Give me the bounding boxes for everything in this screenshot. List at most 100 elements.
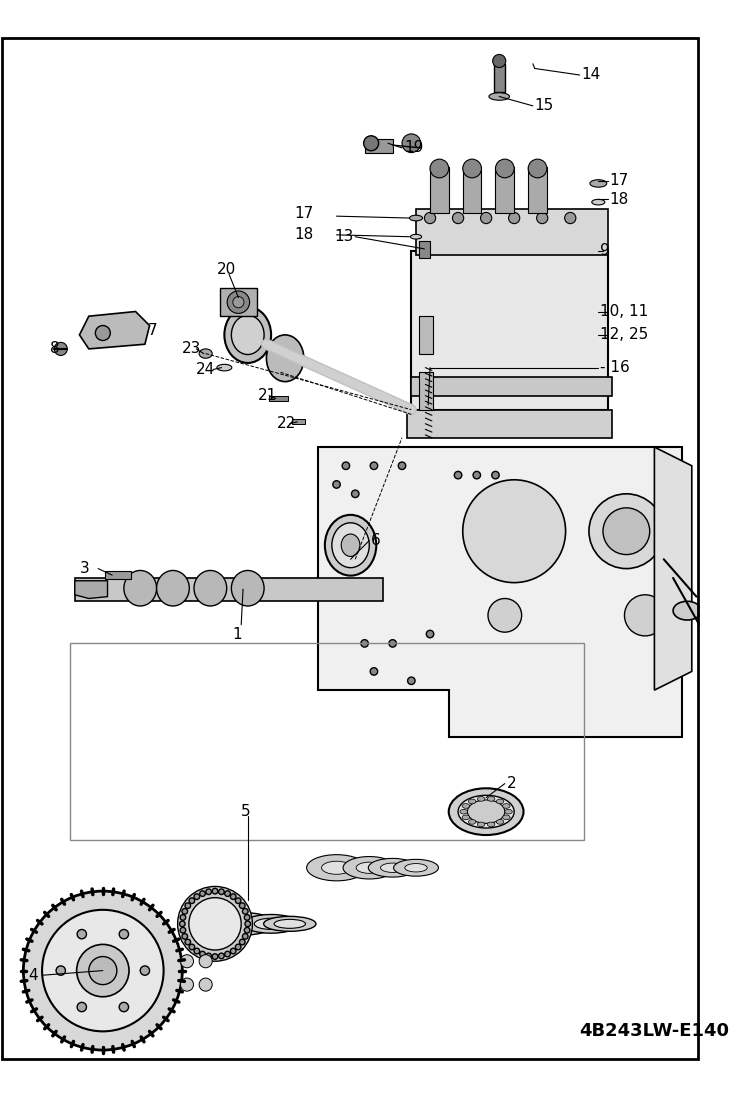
Circle shape: [77, 1003, 86, 1011]
Circle shape: [180, 927, 186, 934]
Ellipse shape: [194, 570, 227, 606]
Ellipse shape: [157, 570, 189, 606]
Circle shape: [364, 136, 378, 150]
Circle shape: [200, 951, 205, 957]
Circle shape: [56, 966, 65, 975]
Ellipse shape: [462, 815, 470, 819]
Ellipse shape: [489, 93, 509, 100]
Circle shape: [243, 934, 248, 939]
Text: 6: 6: [372, 533, 381, 548]
Ellipse shape: [404, 863, 427, 872]
Circle shape: [463, 159, 482, 178]
Circle shape: [240, 939, 245, 945]
Circle shape: [492, 472, 500, 479]
Circle shape: [185, 903, 190, 908]
Circle shape: [189, 897, 241, 950]
Ellipse shape: [124, 570, 157, 606]
Text: 15: 15: [535, 99, 554, 113]
Bar: [419, 241, 430, 258]
Circle shape: [23, 891, 182, 1050]
Ellipse shape: [267, 335, 304, 382]
Circle shape: [181, 954, 193, 968]
Circle shape: [426, 631, 434, 637]
Circle shape: [206, 889, 211, 894]
Circle shape: [225, 891, 231, 896]
Ellipse shape: [199, 349, 212, 359]
Text: 13: 13: [335, 229, 354, 245]
Circle shape: [180, 915, 186, 920]
Text: 5: 5: [241, 804, 251, 819]
Bar: [411, 251, 607, 409]
Ellipse shape: [410, 215, 422, 220]
Ellipse shape: [410, 235, 422, 239]
Circle shape: [189, 898, 195, 904]
Bar: [407, 409, 613, 438]
Circle shape: [528, 159, 547, 178]
Circle shape: [536, 213, 548, 224]
Ellipse shape: [342, 534, 360, 556]
Circle shape: [425, 213, 436, 224]
Ellipse shape: [503, 804, 510, 808]
Circle shape: [603, 508, 649, 555]
Ellipse shape: [468, 799, 476, 804]
Text: 4B243LW-E140: 4B243LW-E140: [580, 1022, 730, 1040]
Circle shape: [194, 948, 200, 954]
Circle shape: [180, 921, 185, 927]
Text: 19: 19: [404, 140, 423, 156]
Ellipse shape: [673, 601, 701, 620]
Ellipse shape: [462, 804, 470, 808]
Circle shape: [509, 213, 520, 224]
Circle shape: [333, 480, 340, 488]
Bar: [269, 396, 288, 402]
Circle shape: [398, 462, 406, 470]
Ellipse shape: [497, 819, 504, 824]
Ellipse shape: [505, 810, 512, 814]
Circle shape: [342, 462, 350, 470]
Bar: [219, 289, 257, 316]
Ellipse shape: [592, 200, 605, 205]
Bar: [419, 316, 433, 353]
Text: - 16: - 16: [600, 360, 630, 375]
Ellipse shape: [380, 863, 404, 872]
Circle shape: [370, 462, 377, 470]
Bar: [494, 64, 505, 92]
Ellipse shape: [357, 862, 382, 873]
Circle shape: [496, 159, 514, 178]
Polygon shape: [75, 580, 108, 599]
Circle shape: [235, 945, 241, 950]
Ellipse shape: [477, 822, 485, 827]
Circle shape: [240, 903, 245, 908]
Bar: [430, 167, 449, 213]
Circle shape: [181, 979, 193, 992]
Text: 10, 11: 10, 11: [600, 304, 649, 319]
Ellipse shape: [231, 570, 264, 606]
Circle shape: [488, 599, 521, 632]
Bar: [291, 419, 305, 423]
Ellipse shape: [274, 919, 306, 928]
Text: 12, 25: 12, 25: [600, 327, 649, 342]
Circle shape: [54, 342, 67, 355]
Ellipse shape: [254, 918, 288, 929]
Circle shape: [455, 472, 462, 479]
Ellipse shape: [497, 799, 504, 804]
Bar: [528, 167, 547, 213]
Circle shape: [227, 291, 249, 314]
Ellipse shape: [223, 917, 263, 930]
Ellipse shape: [343, 857, 395, 879]
Circle shape: [95, 326, 110, 340]
Circle shape: [200, 891, 205, 896]
Circle shape: [212, 953, 218, 960]
Polygon shape: [79, 312, 150, 349]
Circle shape: [402, 134, 421, 152]
Circle shape: [361, 640, 369, 647]
Ellipse shape: [332, 523, 369, 567]
Circle shape: [185, 939, 190, 945]
Ellipse shape: [306, 855, 366, 881]
Circle shape: [231, 894, 236, 900]
Circle shape: [206, 953, 211, 959]
Text: 17: 17: [610, 173, 628, 189]
Ellipse shape: [467, 800, 505, 824]
Ellipse shape: [393, 859, 438, 877]
Bar: [463, 167, 482, 213]
Polygon shape: [655, 448, 692, 690]
